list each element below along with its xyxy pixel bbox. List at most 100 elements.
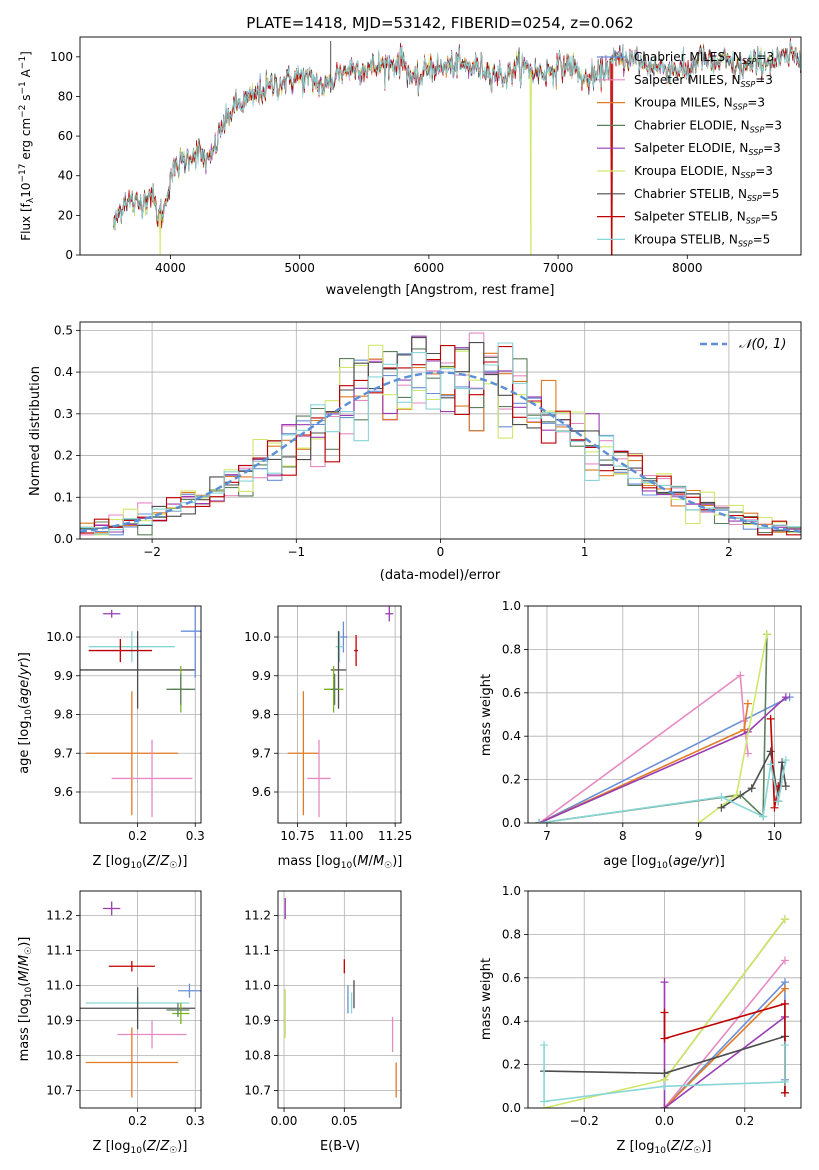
legend-label: Chabrier STELIB, NSSP=5 bbox=[634, 187, 779, 203]
x-tick-label: 8 bbox=[619, 829, 627, 843]
y-tick-label: 9.6 bbox=[54, 785, 73, 799]
weight-marker-salpeter-stelib bbox=[780, 1088, 789, 1097]
residuals-panel: −2 −1 0 1 2 0.0 0.1 0.2 0.3 0.4 0.5 (data-model)/e… bbox=[28, 321, 802, 583]
histogram-salpeter-elodie bbox=[80, 335, 801, 534]
x-tick-label: 7000 bbox=[543, 261, 574, 275]
x-tick-label: 5000 bbox=[284, 261, 315, 275]
weight-marker-salpeter-stelib bbox=[766, 714, 775, 723]
age-vs-mass-plot: 10.75 11.00 11.25 9.6 9.7 9.8 9.9 10.0 bbox=[244, 605, 412, 843]
mass-vs-extinction-x-label: E(B-V) bbox=[320, 1139, 360, 1154]
y-tick-label: 1.0 bbox=[502, 599, 521, 613]
mass-vs-extinction-plot: 0.00 0.05 10.7 10.8 10.9 11.0 11.1 11.2 bbox=[244, 890, 402, 1128]
y-tick-label: 11.0 bbox=[244, 979, 271, 993]
x-tick-label: 11.00 bbox=[329, 829, 363, 843]
x-tick-label: 0.0 bbox=[655, 1114, 674, 1128]
spectrum-y-label: Flux [fλ10−17 erg cm−2 s−1 A−1] bbox=[18, 51, 36, 241]
weight-line-kroupa-stelib bbox=[539, 759, 787, 823]
y-tick-label: 80 bbox=[58, 89, 73, 103]
weight-marker-kroupa-elodie bbox=[780, 915, 789, 924]
weight-vs-metallicity-y-label: mass weight bbox=[479, 958, 494, 1040]
y-tick-label: 0.8 bbox=[502, 927, 521, 941]
figure-title: PLATE=1418, MJD=53142, FIBERID=0254, z=0… bbox=[246, 14, 633, 32]
legend-label: Salpeter MILES, NSSP=3 bbox=[634, 73, 773, 89]
normal-legend: 𝒩(0, 1) bbox=[700, 337, 786, 352]
histogram-steps bbox=[80, 332, 801, 536]
y-tick-label: 10.0 bbox=[244, 630, 271, 644]
weight-marker-salpeter-miles bbox=[740, 717, 749, 726]
weight-marker-salpeter-miles bbox=[736, 671, 745, 680]
weight-vs-age-y-label: mass weight bbox=[479, 674, 494, 756]
y-tick-label: 9.7 bbox=[252, 746, 271, 760]
y-tick-label: 0.4 bbox=[502, 1014, 521, 1028]
age-vs-metallicity-panel: 0.2 0.3 9.6 9.7 9.8 9.9 10.0 Z [log10(Z/Z☉)] a… bbox=[17, 605, 205, 871]
age-vs-metallicity-x-label: Z [log10(Z/Z☉)] bbox=[93, 854, 188, 871]
y-tick-label: 0 bbox=[65, 248, 73, 262]
y-tick-label: 10.7 bbox=[46, 1084, 73, 1098]
weight-marker-salpeter-stelib bbox=[770, 803, 779, 812]
y-tick-label: 0.2 bbox=[502, 1058, 521, 1072]
residuals-x-label: (data-model)/error bbox=[380, 568, 501, 583]
weight-vs-metallicity-plot: −0.2 0.0 0.2 0.0 0.2 0.4 0.6 0.8 1.0 bbox=[502, 884, 802, 1128]
x-tick-label: −1 bbox=[287, 545, 305, 559]
weight-vs-metallicity-x-label: Z [log10(Z/Z☉)] bbox=[617, 1139, 712, 1156]
residuals-y-label: Normed distribution bbox=[28, 366, 43, 496]
mass-vs-metallicity-y-label: mass [log10(M/M☉)] bbox=[17, 937, 34, 1062]
mass-vs-metallicity-x-label: Z [log10(Z/Z☉)] bbox=[93, 1139, 188, 1156]
y-tick-label: 0.8 bbox=[502, 642, 521, 656]
x-tick-label: 2 bbox=[725, 545, 733, 559]
weight-marker-salpeter-elodie bbox=[660, 1104, 669, 1108]
weight-marker-salpeter-elodie bbox=[781, 693, 790, 702]
y-tick-label: 60 bbox=[58, 129, 73, 143]
age-vs-metallicity-y-label: age [log10(age/yr)] bbox=[17, 652, 34, 774]
normal-curve bbox=[80, 371, 801, 533]
weight-marker-kroupa-miles bbox=[780, 984, 789, 993]
spectrum-plot: 4000 5000 6000 7000 8000 0 20 40 60 80 100 bbox=[50, 36, 802, 275]
legend-label: Chabrier MILES, NSSP=3 bbox=[634, 50, 774, 66]
legend-label: Salpeter ELODIE, NSSP=3 bbox=[634, 141, 781, 157]
x-tick-label: −2 bbox=[143, 545, 161, 559]
y-tick-label: 0.0 bbox=[502, 1101, 521, 1115]
y-tick-label: 9.6 bbox=[252, 785, 271, 799]
error-bars bbox=[287, 606, 394, 818]
x-tick-label: 7 bbox=[543, 829, 551, 843]
y-tick-label: 0.6 bbox=[502, 686, 521, 700]
weight-line-chabrier-miles bbox=[539, 696, 790, 823]
x-tick-label: 0.2 bbox=[735, 1114, 754, 1128]
weight-lines bbox=[535, 630, 794, 823]
normal-legend-label: 𝒩(0, 1) bbox=[739, 337, 786, 352]
y-tick-label: 0.5 bbox=[54, 323, 73, 337]
x-tick-label: 0.2 bbox=[128, 1114, 147, 1128]
weight-vs-age-x-label: age [log10(age/yr)] bbox=[603, 854, 725, 871]
weight-marker-kroupa-stelib bbox=[540, 1041, 549, 1050]
axes-frame bbox=[79, 605, 202, 824]
age-vs-mass-x-label: mass [log10(M/M☉)] bbox=[278, 854, 403, 871]
weight-marker-kroupa-stelib bbox=[781, 756, 790, 765]
x-tick-label: −0.2 bbox=[570, 1114, 599, 1128]
y-tick-label: 0.6 bbox=[502, 971, 521, 985]
axes-frame bbox=[527, 890, 802, 1109]
weight-line-salpeter-miles bbox=[538, 673, 749, 823]
weight-marker-kroupa-stelib bbox=[535, 819, 544, 823]
weight-vs-age-plot: 7 8 9 10 0.0 0.2 0.4 0.6 0.8 1.0 bbox=[502, 599, 802, 843]
y-tick-label: 40 bbox=[58, 169, 73, 183]
x-tick-label: 9 bbox=[695, 829, 703, 843]
y-tick-label: 11.1 bbox=[244, 944, 271, 958]
y-tick-label: 100 bbox=[50, 50, 73, 64]
weight-marker-salpeter-miles bbox=[743, 749, 752, 758]
y-tick-label: 0.3 bbox=[54, 407, 73, 421]
error-bars bbox=[80, 901, 201, 1098]
y-tick-label: 10.9 bbox=[244, 1014, 271, 1028]
weight-marker-kroupa-stelib bbox=[780, 1077, 789, 1086]
x-tick-label: 6000 bbox=[414, 261, 445, 275]
error-bars bbox=[80, 606, 201, 818]
axes-frame bbox=[79, 890, 202, 1109]
legend-label: Kroupa STELIB, NSSP=5 bbox=[634, 232, 770, 248]
axes-frame bbox=[79, 36, 802, 256]
weight-line-kroupa-miles bbox=[663, 988, 786, 1108]
y-tick-label: 11.0 bbox=[46, 979, 73, 993]
y-tick-label: 1.0 bbox=[502, 884, 521, 898]
legend-label: Kroupa ELODIE, NSSP=3 bbox=[634, 164, 773, 180]
axes-frame bbox=[527, 605, 802, 824]
axes-frame bbox=[277, 890, 402, 1109]
